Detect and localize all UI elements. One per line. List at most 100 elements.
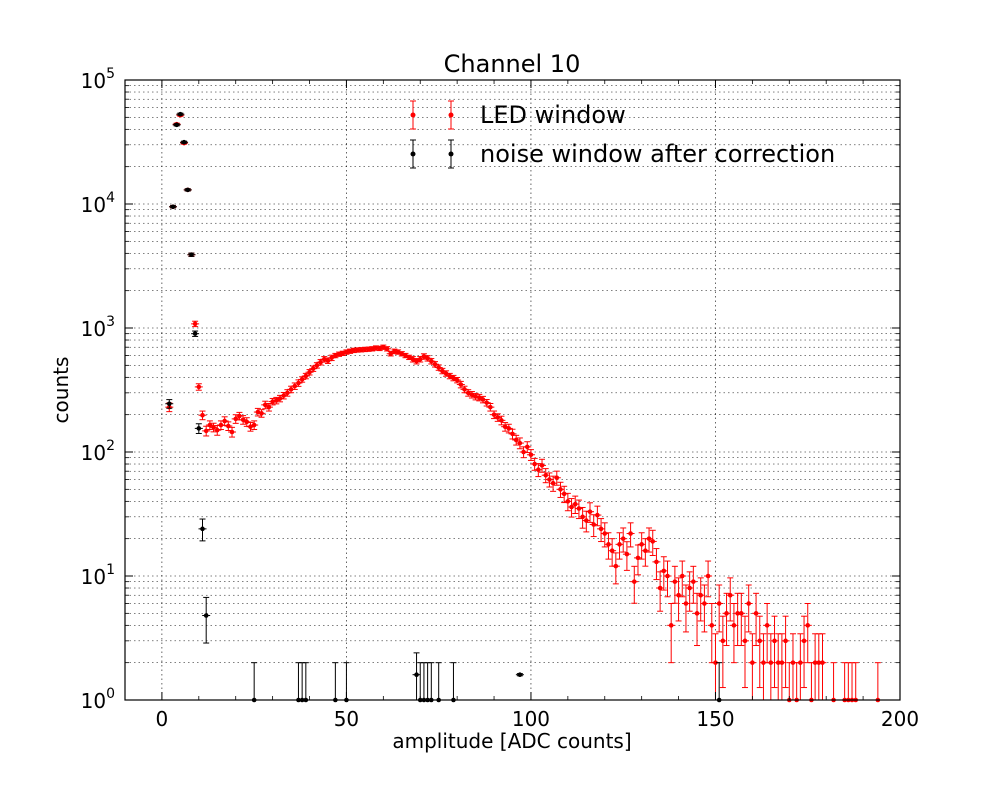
data-point xyxy=(608,538,617,567)
marker xyxy=(639,542,644,547)
marker xyxy=(661,568,667,574)
marker xyxy=(218,422,224,428)
data-point xyxy=(693,592,702,647)
marker xyxy=(801,638,807,644)
data-point xyxy=(309,365,318,372)
marker xyxy=(624,551,630,557)
series-0 xyxy=(165,112,882,703)
marker xyxy=(584,518,589,523)
marker xyxy=(440,368,445,374)
marker xyxy=(668,623,674,628)
data-point xyxy=(198,410,207,421)
data-point xyxy=(257,409,266,418)
data-point xyxy=(656,571,665,612)
marker xyxy=(609,548,615,553)
marker xyxy=(484,400,489,405)
marker xyxy=(325,358,331,363)
data-point xyxy=(667,603,676,664)
marker xyxy=(705,573,711,579)
data-point xyxy=(619,527,628,553)
marker xyxy=(248,424,253,429)
marker xyxy=(399,351,405,357)
marker xyxy=(709,623,715,628)
marker xyxy=(189,252,194,258)
marker xyxy=(646,536,652,541)
marker xyxy=(462,387,467,392)
data-point xyxy=(545,472,554,488)
data-point xyxy=(637,532,646,560)
marker xyxy=(443,371,449,376)
marker xyxy=(281,393,286,398)
legend-marker-led-window xyxy=(410,100,454,130)
data-point xyxy=(704,560,713,598)
marker xyxy=(259,411,264,416)
marker xyxy=(288,387,294,392)
marker xyxy=(414,672,419,677)
data-point xyxy=(748,633,757,700)
marker xyxy=(229,429,235,435)
marker xyxy=(820,660,825,665)
marker xyxy=(565,499,571,504)
marker xyxy=(388,351,394,357)
marker xyxy=(178,111,183,117)
marker xyxy=(713,660,718,665)
marker xyxy=(237,413,242,419)
marker xyxy=(598,526,604,532)
data-point xyxy=(800,615,809,689)
data-point xyxy=(556,481,565,498)
marker xyxy=(554,475,560,481)
data-point xyxy=(194,383,203,391)
x-tick-label: 50 xyxy=(334,707,359,731)
data-point xyxy=(715,584,724,633)
data-point xyxy=(741,615,749,689)
marker xyxy=(403,353,408,358)
data-point xyxy=(678,560,687,598)
data-point xyxy=(187,252,196,258)
data-point xyxy=(763,603,772,664)
marker xyxy=(587,509,593,515)
marker xyxy=(329,355,334,361)
data-point xyxy=(250,420,259,431)
marker xyxy=(798,660,803,665)
data-point xyxy=(165,399,174,409)
data-point xyxy=(803,603,812,664)
data-point xyxy=(209,422,218,433)
data-point xyxy=(526,449,535,461)
data-point xyxy=(685,571,694,612)
marker xyxy=(244,419,250,425)
data-point xyxy=(168,204,177,210)
marker xyxy=(318,359,323,365)
legend-dot xyxy=(410,151,416,157)
data-point xyxy=(737,592,746,647)
marker xyxy=(764,623,770,628)
legend-dot xyxy=(448,151,454,157)
data-point xyxy=(611,552,620,585)
marker xyxy=(196,426,202,431)
marker xyxy=(192,331,198,336)
data-point xyxy=(202,596,211,644)
marker xyxy=(524,444,530,450)
marker xyxy=(687,585,692,591)
data-point xyxy=(541,468,550,484)
marker xyxy=(654,559,659,565)
marker xyxy=(432,361,438,367)
marker xyxy=(716,601,722,606)
data-point xyxy=(578,506,587,529)
marker xyxy=(203,613,209,618)
y-tick-label: 103 xyxy=(81,314,115,341)
marker xyxy=(303,373,309,379)
legend-marker-noise-window xyxy=(410,139,454,169)
data-point xyxy=(191,320,200,328)
marker xyxy=(292,383,298,389)
marker xyxy=(277,396,283,401)
chart-title: Channel 10 xyxy=(444,50,581,78)
marker xyxy=(296,380,301,386)
marker xyxy=(628,531,633,536)
marker xyxy=(517,440,523,446)
marker xyxy=(602,531,608,536)
marker xyxy=(694,611,700,616)
marker xyxy=(174,122,179,128)
data-point xyxy=(239,415,248,425)
marker xyxy=(233,416,239,422)
data-point xyxy=(205,420,214,431)
